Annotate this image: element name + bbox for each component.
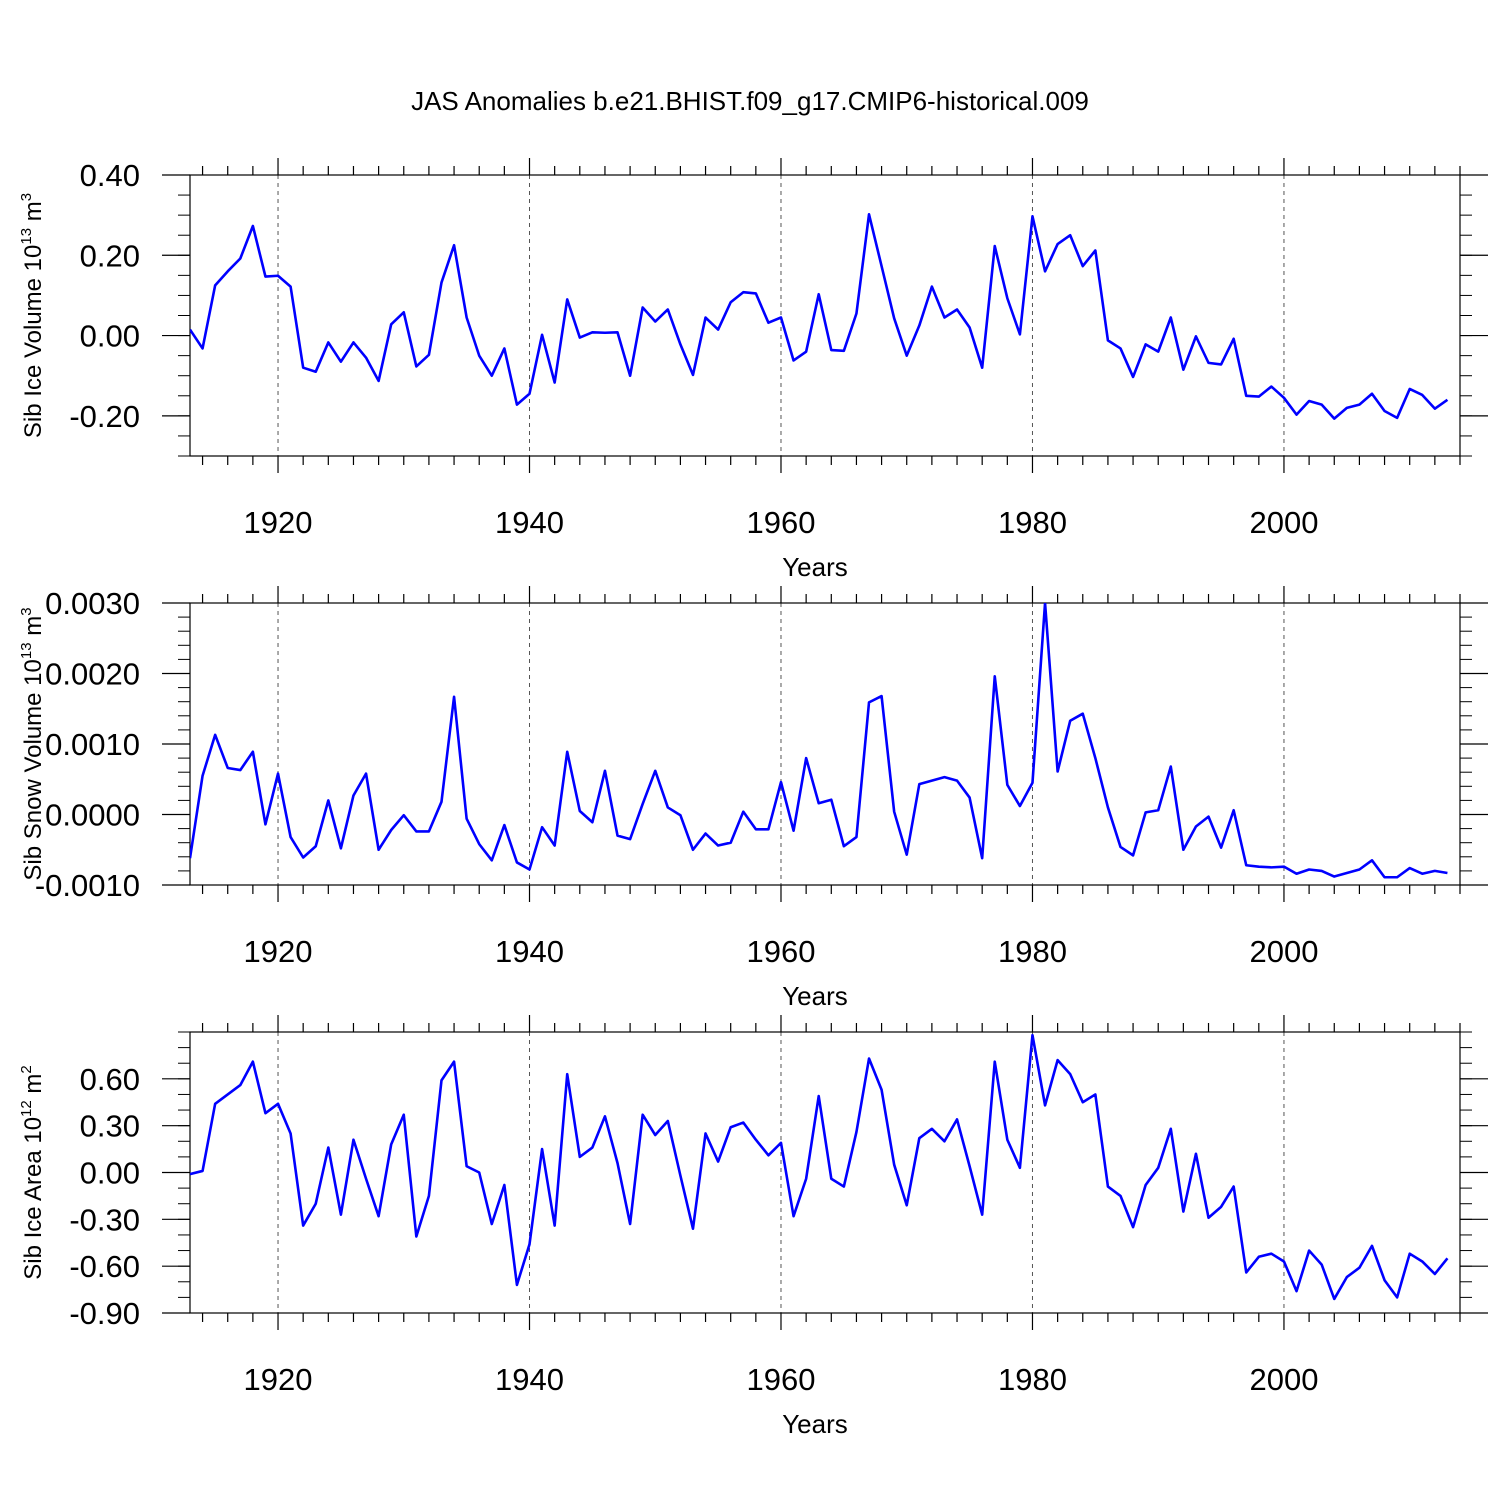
y-tick-label: 0.0000 (45, 798, 140, 833)
x-tick-label: 2000 (1249, 934, 1318, 969)
chart-title: JAS Anomalies b.e21.BHIST.f09_g17.CMIP6-… (411, 86, 1089, 116)
plot-frame (189, 602, 1461, 886)
x-tick-label: 1960 (747, 934, 816, 969)
y-tick-label: 0.60 (80, 1062, 140, 1097)
y-axis-title-main: Sib Ice Volume 10 (20, 245, 47, 438)
x-tick-label: 2000 (1249, 1362, 1318, 1397)
data-series-line (190, 1033, 1449, 1301)
data-series-line (190, 603, 1448, 879)
y-axis-title-unit-exponent: 3 (18, 193, 35, 201)
y-tick-label: 0.0020 (45, 657, 140, 692)
y-axis-title: Sib Ice Volume 1013 m3 (18, 193, 47, 438)
data-series-line (190, 213, 1449, 420)
panel-2: 1920 1940 1960 1980 2000 Years -0.0010 0.0000 0.… (18, 586, 1488, 1011)
y-axis-title-exponent: 13 (18, 642, 35, 659)
x-tick-label: 1980 (998, 1362, 1067, 1397)
y-tick-label: 0.40 (80, 158, 140, 193)
y-axis-title-unit-exponent: 3 (18, 607, 35, 615)
x-tick-label: 1960 (747, 505, 816, 540)
y-tick-label: 0.0010 (45, 727, 140, 762)
y-tick-label: -0.60 (69, 1249, 140, 1284)
y-axis-title-unit: m (20, 1074, 47, 1101)
y-tick-label: 0.0030 (45, 586, 140, 621)
y-axis-title: Sib Snow Volume 1013 m3 (18, 607, 47, 880)
x-tick-label: 1940 (495, 934, 564, 969)
y-axis-title-unit: m (20, 201, 47, 228)
y-tick-label: -0.0010 (35, 868, 140, 903)
y-axis-title-exponent: 12 (18, 1100, 35, 1117)
y-tick-label: -0.20 (69, 399, 140, 434)
y-axis-title-unit: m (20, 616, 47, 643)
y-axis-title: Sib Ice Area 1012 m2 (18, 1065, 47, 1279)
x-tick-label: 1980 (998, 934, 1067, 969)
plot-frame (189, 1031, 1461, 1314)
x-tick-label: 1940 (495, 1362, 564, 1397)
x-axis-title: Years (782, 552, 848, 582)
x-axis-title: Years (782, 1409, 848, 1439)
y-axis-title-exponent: 13 (18, 228, 35, 245)
y-tick-label: 0.20 (80, 238, 140, 273)
panel-1: 1920 1940 1960 1980 2000 Years -0.20 0.00 0.20 0.… (18, 158, 1488, 582)
y-tick-label: 0.30 (80, 1109, 140, 1144)
y-axis-title-main: Sib Ice Area 10 (20, 1117, 47, 1280)
x-tick-label: 1940 (495, 505, 564, 540)
x-tick-label: 1980 (998, 505, 1067, 540)
plot-frame (189, 174, 1461, 457)
y-tick-label: 0.00 (80, 1156, 140, 1191)
x-tick-label: 1920 (244, 934, 313, 969)
x-tick-label: 1920 (244, 505, 313, 540)
y-tick-label: 0.00 (80, 319, 140, 354)
x-tick-label: 2000 (1249, 505, 1318, 540)
x-tick-label: 1920 (244, 1362, 313, 1397)
y-tick-label: -0.30 (69, 1202, 140, 1237)
y-axis-title-main: Sib Snow Volume 10 (20, 659, 47, 880)
y-tick-label: -0.90 (69, 1296, 140, 1331)
panel-3: 1920 1940 1960 1980 2000 Years -0.90 -0.60 -0.30… (18, 1015, 1488, 1439)
y-axis-title-unit-exponent: 2 (18, 1065, 35, 1073)
x-axis-title: Years (782, 981, 848, 1011)
x-tick-label: 1960 (747, 1362, 816, 1397)
